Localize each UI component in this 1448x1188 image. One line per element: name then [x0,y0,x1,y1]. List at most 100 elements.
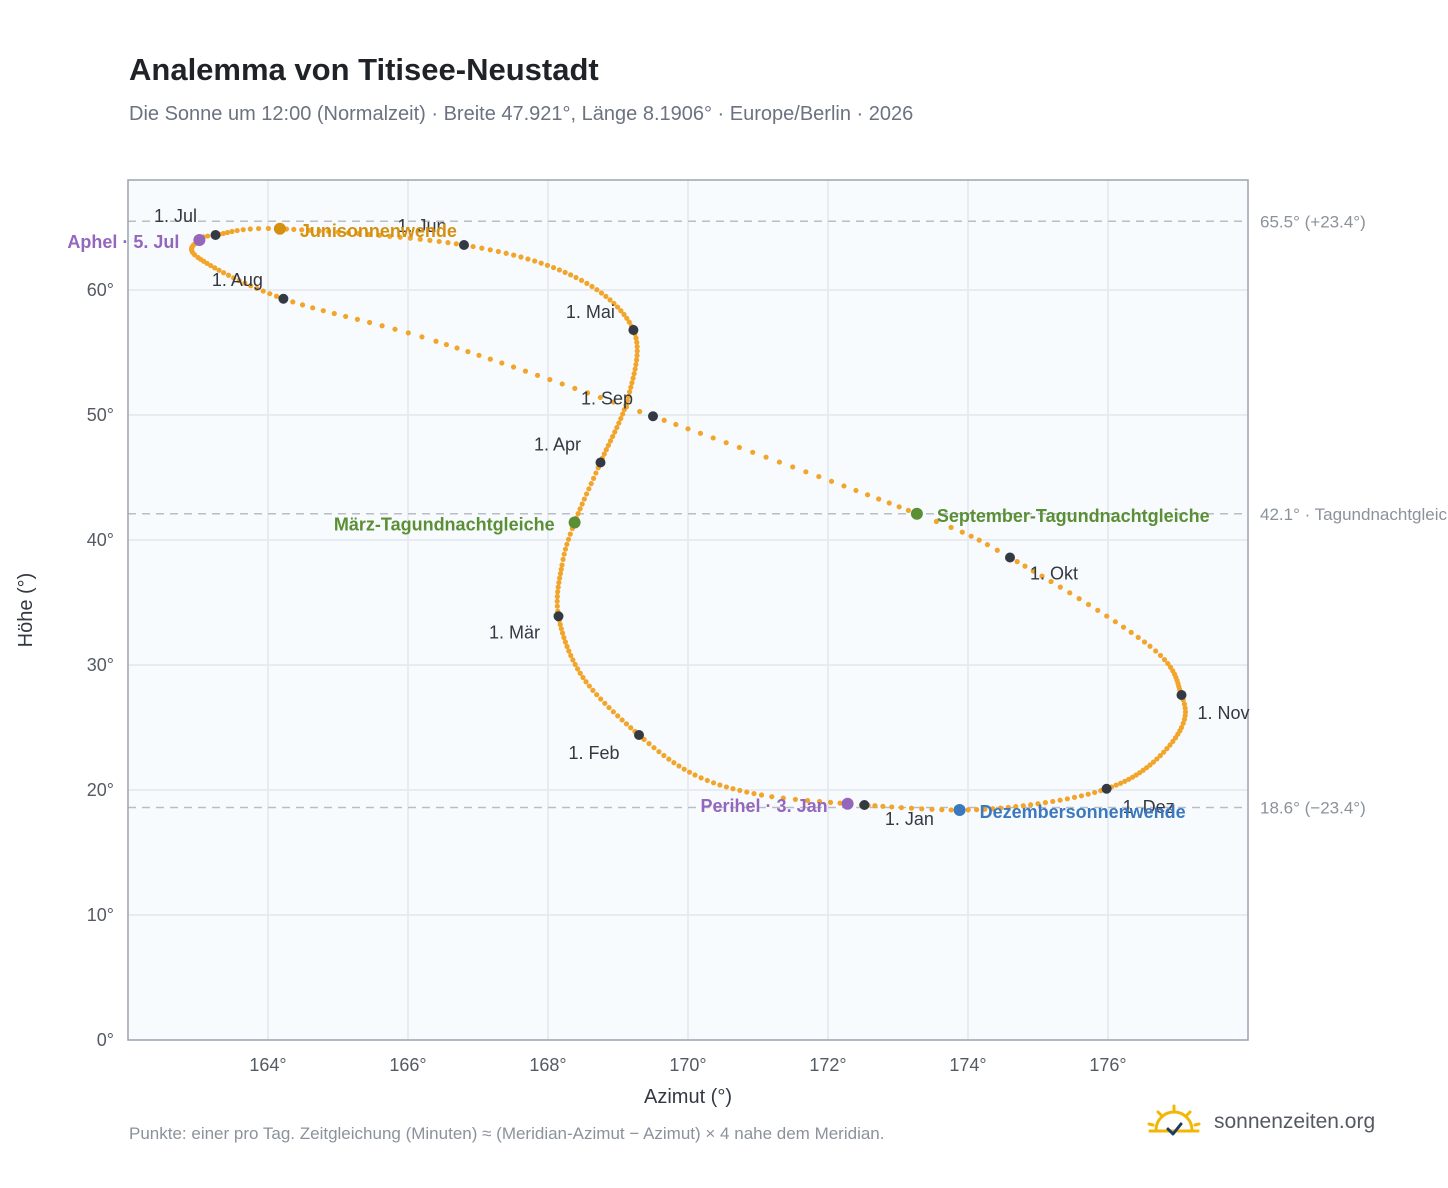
day-point [590,475,597,481]
month-dot [859,800,870,810]
day-point [634,352,640,359]
day-point [1172,735,1179,741]
day-point [805,797,811,804]
month-label: 1. Feb [568,743,619,763]
x-tick-label: 176° [1089,1055,1126,1075]
day-point [776,459,783,465]
event-label: Aphel · 5. Jul [67,232,179,252]
day-point [343,313,349,320]
day-point [990,806,996,812]
day-point [260,288,266,294]
day-point [584,280,590,286]
day-point [698,775,704,781]
day-point [392,326,398,332]
day-point [544,262,551,268]
day-point [1128,629,1134,636]
day-point [710,435,716,441]
chart-subtitle: Die Sonne um 12:00 (Normalzeit) · Breite… [129,103,914,125]
day-point [562,546,569,552]
day-point [583,679,589,685]
day-point [630,375,636,381]
event-label: Dezembersonnenwende [980,802,1186,822]
day-point [633,335,639,341]
day-point [965,807,971,813]
day-point [557,621,563,628]
month-label: 1. Sep [581,388,633,408]
day-point [744,789,750,795]
day-point [606,704,612,711]
day-point [624,315,630,321]
day-point [671,760,677,766]
day-point [465,349,471,355]
y-tick-label: 0° [97,1030,114,1050]
month-dot [648,411,658,422]
day-point [1150,759,1157,765]
day-point [656,749,662,755]
event-dot [273,222,286,235]
footnote: Punkte: einer pro Tag. Zeitgleichung (Mi… [129,1124,885,1143]
day-point [790,464,796,470]
day-point [1181,701,1188,707]
day-point [554,598,560,604]
day-point [557,571,564,577]
month-label: 1. Aug [212,270,263,290]
day-point [984,542,991,548]
analemma-curve [188,225,1189,813]
event-label: Perihel · 3. Jan [701,796,828,816]
day-point [578,277,585,283]
day-point [559,562,565,568]
day-point [1078,793,1085,799]
reference-line-label: 18.6° (−23.4°) [1260,799,1366,818]
day-point [273,293,280,299]
event-dot [910,507,923,520]
month-dot [553,611,564,622]
day-point [1126,776,1132,782]
day-point [231,275,237,281]
day-point [205,233,211,239]
month-label: 1. Jul [154,206,197,226]
brand[interactable]: sonnenzeiten.org [1146,1104,1375,1140]
event-dot [841,797,854,810]
month-label: 1. Mär [489,622,540,642]
month-dot [634,730,644,740]
day-point [603,447,609,453]
day-point [1129,774,1136,780]
reference-line-label: 65.5° (+23.4°) [1260,212,1366,231]
x-tick-label: 164° [249,1055,286,1075]
day-point [908,805,915,811]
day-point [1039,573,1045,579]
y-tick-label: 50° [87,405,114,425]
day-point [573,274,579,281]
day-point [827,799,834,805]
day-point [366,231,372,238]
day-point [876,496,882,502]
day-point [1092,789,1098,796]
day-point [366,319,373,326]
brand-name: sonnenzeiten.org [1214,1110,1376,1133]
day-point [326,228,332,235]
day-point [345,230,351,236]
day-point [717,782,723,788]
day-point [376,232,382,238]
day-point [933,518,939,525]
day-point [685,426,691,432]
day-point [487,247,493,253]
day-point [267,291,273,297]
day-point [603,293,609,299]
day-point [224,229,231,236]
day-point [634,348,640,354]
day-point [625,393,632,399]
day-point [959,529,965,535]
sun-logo-icon [1147,1104,1201,1136]
day-point [453,241,459,247]
day-point [612,429,618,435]
day-point [624,398,630,404]
day-point [559,381,565,387]
chart-title: Analemma von Titisee-Neustadt [129,52,599,87]
day-point [614,424,620,431]
day-point [666,756,672,762]
day-point [1165,660,1171,667]
day-point [397,234,403,240]
day-point [618,415,624,422]
day-point [1048,578,1054,585]
